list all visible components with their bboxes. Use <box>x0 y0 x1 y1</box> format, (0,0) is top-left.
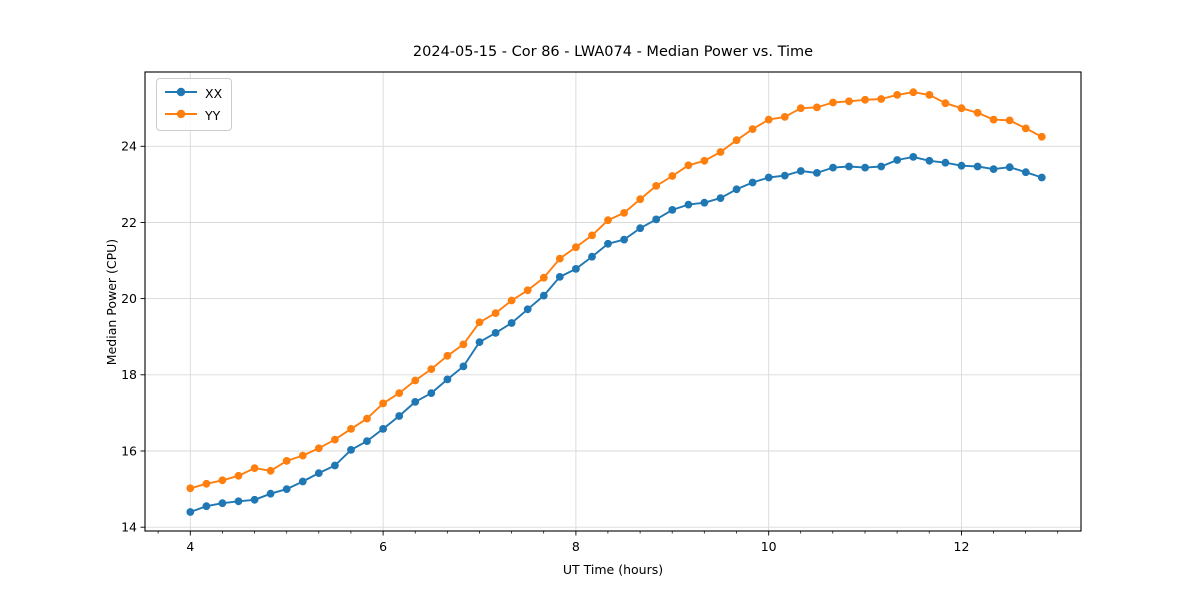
legend-item-xx: XX <box>164 84 222 103</box>
x-tick-label: 12 <box>954 539 970 554</box>
x-tick-label: 4 <box>186 539 194 554</box>
legend-line-sample <box>165 109 197 119</box>
series-yy-markers <box>186 88 1046 493</box>
x-axis-label: UT Time (hours) <box>562 562 664 577</box>
legend-swatch-yy-icon <box>164 106 198 125</box>
series-xx-line <box>189 155 1043 513</box>
y-tick-label: 14 <box>121 520 137 535</box>
x-tick-label: 6 <box>379 539 387 554</box>
legend-line-sample <box>165 87 197 97</box>
y-tick-label: 24 <box>121 139 137 154</box>
y-tick-label: 20 <box>121 291 137 306</box>
legend-label-yy: YY <box>205 107 221 123</box>
y-tick-label: 22 <box>121 215 137 230</box>
legend: XX YY <box>156 78 233 131</box>
y-tick-label: 16 <box>121 443 137 458</box>
y-tick-label: 18 <box>121 367 137 382</box>
legend-label-xx: XX <box>205 85 223 101</box>
chart-title: 2024-05-15 - Cor 86 - LWA074 - Median Po… <box>412 44 814 60</box>
x-tick-label: 8 <box>572 539 580 554</box>
series-xx-markers <box>186 153 1046 516</box>
legend-item-yy: YY <box>164 106 222 125</box>
axes-frame <box>144 71 1082 532</box>
legend-swatch-xx-icon <box>164 84 198 103</box>
x-tick-label: 10 <box>761 539 777 554</box>
series-yy-line <box>190 91 1043 490</box>
